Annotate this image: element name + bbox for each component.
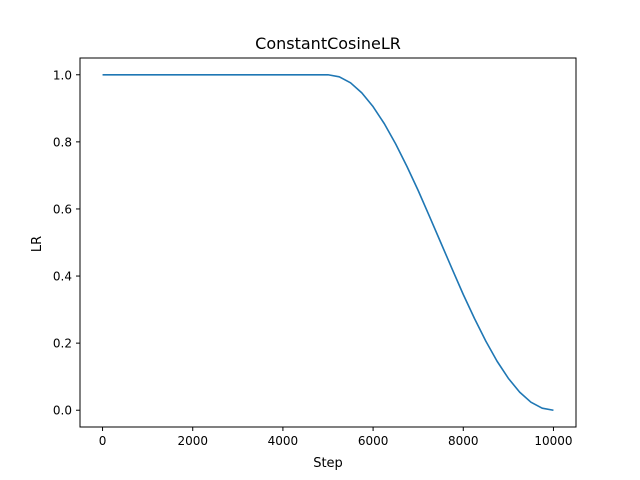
x-tick-label-3: 6000 — [358, 434, 389, 448]
y-tick-label-5: 1.0 — [53, 68, 72, 82]
y-tick-label-3: 0.6 — [53, 202, 72, 216]
x-tick-label-1: 2000 — [177, 434, 208, 448]
y-tick-label-2: 0.4 — [53, 270, 72, 284]
x-tick-label-0: 0 — [99, 434, 107, 448]
x-tick-label-4: 8000 — [448, 434, 479, 448]
axes-frame — [79, 57, 577, 428]
plot-area: 0 2000 4000 6000 8000 10000 0.0 0.2 0.4 0.6 0.8 1.0 — [53, 57, 577, 448]
y-axis-label: LR — [30, 236, 45, 252]
chart-title: ConstantCosineLR — [255, 34, 401, 53]
x-axis-label: Step — [313, 456, 343, 471]
y-tick-label-1: 0.2 — [53, 337, 72, 351]
series-line-0 — [102, 73, 554, 412]
x-tick-label-5: 10000 — [534, 434, 572, 448]
y-tick-label-0: 0.0 — [53, 404, 72, 418]
y-tick-label-4: 0.8 — [53, 135, 72, 149]
x-tick-label-2: 4000 — [268, 434, 299, 448]
